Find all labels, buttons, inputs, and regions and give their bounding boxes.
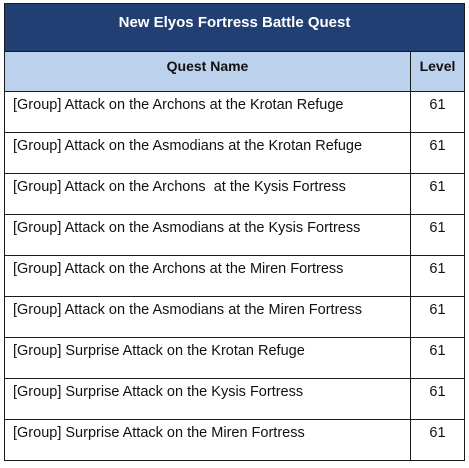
level-cell: 61 <box>410 255 465 297</box>
table-row: [Group] Surprise Attack on the Miren For… <box>4 419 465 461</box>
table-row: [Group] Attack on the Archons at the Kys… <box>4 173 465 215</box>
quest-name-cell: [Group] Attack on the Asmodians at the K… <box>4 132 411 174</box>
table-title: New Elyos Fortress Battle Quest <box>4 3 465 52</box>
quest-name-cell: [Group] Surprise Attack on the Miren For… <box>4 419 411 461</box>
level-cell: 61 <box>410 91 465 133</box>
quest-name-cell: [Group] Attack on the Asmodians at the K… <box>4 214 411 256</box>
table-row: [Group] Attack on the Asmodians at the M… <box>4 296 465 338</box>
quest-name-cell: [Group] Attack on the Archons at the Kro… <box>4 91 411 133</box>
quest-name-cell: [Group] Surprise Attack on the Krotan Re… <box>4 337 411 379</box>
quest-name-cell: [Group] Attack on the Asmodians at the M… <box>4 296 411 338</box>
title-row: New Elyos Fortress Battle Quest <box>4 3 465 52</box>
level-cell: 61 <box>410 173 465 215</box>
level-cell: 61 <box>410 214 465 256</box>
table-row: [Group] Attack on the Asmodians at the K… <box>4 214 465 256</box>
table-row: [Group] Attack on the Archons at the Mir… <box>4 255 465 297</box>
quest-name-cell: [Group] Attack on the Archons at the Mir… <box>4 255 411 297</box>
level-cell: 61 <box>410 378 465 420</box>
level-cell: 61 <box>410 296 465 338</box>
level-cell: 61 <box>410 337 465 379</box>
quest-table: New Elyos Fortress Battle Quest Quest Na… <box>4 3 465 461</box>
level-cell: 61 <box>410 132 465 174</box>
level-header: Level <box>410 51 465 92</box>
table-row: [Group] Attack on the Asmodians at the K… <box>4 132 465 174</box>
level-cell: 61 <box>410 419 465 461</box>
quest-name-header: Quest Name <box>4 51 411 92</box>
table-row: [Group] Attack on the Archons at the Kro… <box>4 91 465 133</box>
table-row: [Group] Surprise Attack on the Krotan Re… <box>4 337 465 379</box>
quest-name-cell: [Group] Surprise Attack on the Kysis For… <box>4 378 411 420</box>
quest-name-cell: [Group] Attack on the Archons at the Kys… <box>4 173 411 215</box>
table-row: [Group] Surprise Attack on the Kysis For… <box>4 378 465 420</box>
header-row: Quest Name Level <box>4 51 465 92</box>
